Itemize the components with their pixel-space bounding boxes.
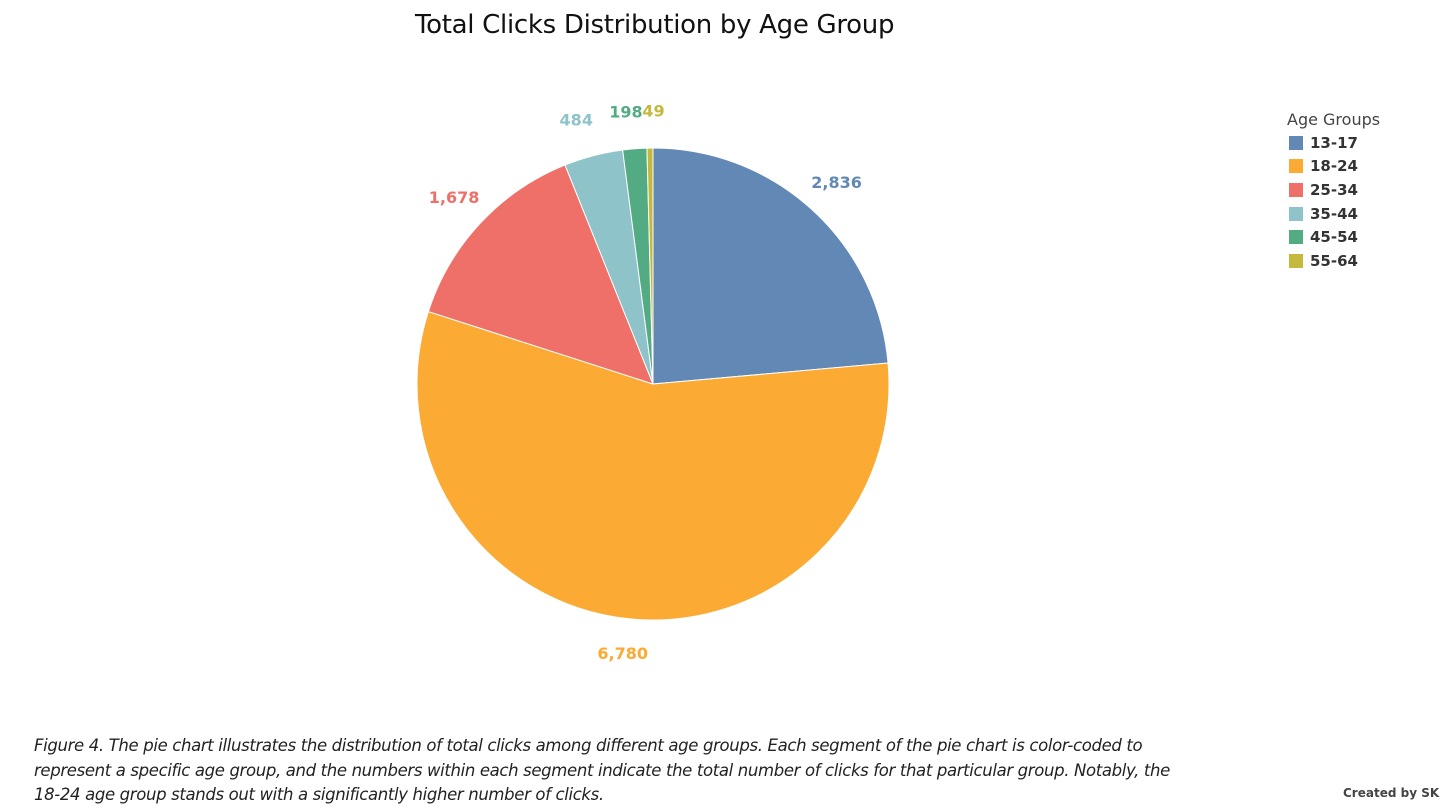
data-label-45-54: 198 bbox=[609, 102, 642, 121]
legend: Age Groups 13-17 18-24 25-34 35-44 45-54… bbox=[1287, 110, 1380, 273]
legend-label-13-17: 13-17 bbox=[1310, 133, 1358, 152]
legend-swatch-35-44 bbox=[1289, 206, 1303, 221]
figure-caption: Figure 4. The pie chart illustrates the … bbox=[34, 734, 1264, 808]
legend-label-35-44: 35-44 bbox=[1310, 204, 1358, 223]
caption-line-3: 18-24 age group stands out with a signif… bbox=[34, 785, 604, 804]
legend-label-45-54: 45-54 bbox=[1310, 228, 1358, 247]
legend-title: Age Groups bbox=[1287, 110, 1381, 129]
pie-slice-18-24[interactable] bbox=[416, 310, 890, 621]
legend-label-18-24: 18-24 bbox=[1310, 157, 1358, 176]
caption-line-2: represent a specific age group, and the … bbox=[34, 760, 1170, 780]
data-label-55-64: 49 bbox=[642, 102, 664, 121]
pie-slice-25-34[interactable] bbox=[427, 164, 654, 385]
legend-swatch-55-64 bbox=[1289, 253, 1303, 268]
legend-item-18-24[interactable]: 18-24 bbox=[1287, 155, 1380, 179]
data-label-18-24: 6,780 bbox=[597, 644, 648, 663]
legend-swatch-45-54 bbox=[1289, 230, 1303, 245]
caption-line-1: Figure 4. The pie chart illustrates the … bbox=[34, 736, 1143, 755]
chart-title: Total Clicks Distribution by Age Group bbox=[415, 10, 895, 40]
pie-slice-13-17[interactable] bbox=[652, 147, 889, 385]
legend-item-13-17[interactable]: 13-17 bbox=[1287, 131, 1380, 155]
data-label-35-44: 484 bbox=[560, 110, 593, 129]
legend-label-55-64: 55-64 bbox=[1310, 251, 1358, 270]
legend-swatch-25-34 bbox=[1289, 182, 1303, 197]
data-label-13-17: 2,836 bbox=[811, 173, 862, 192]
legend-item-45-54[interactable]: 45-54 bbox=[1287, 225, 1380, 249]
data-label-25-34: 1,678 bbox=[429, 188, 480, 207]
legend-swatch-18-24 bbox=[1289, 159, 1303, 174]
credit-text: Created by SK bbox=[1343, 786, 1440, 800]
pie-slice-55-64[interactable] bbox=[646, 147, 654, 385]
legend-label-25-34: 25-34 bbox=[1310, 180, 1358, 199]
legend-item-35-44[interactable]: 35-44 bbox=[1287, 202, 1380, 226]
legend-item-25-34[interactable]: 25-34 bbox=[1287, 178, 1380, 202]
legend-swatch-13-17 bbox=[1289, 135, 1303, 150]
legend-item-55-64[interactable]: 55-64 bbox=[1287, 249, 1380, 273]
